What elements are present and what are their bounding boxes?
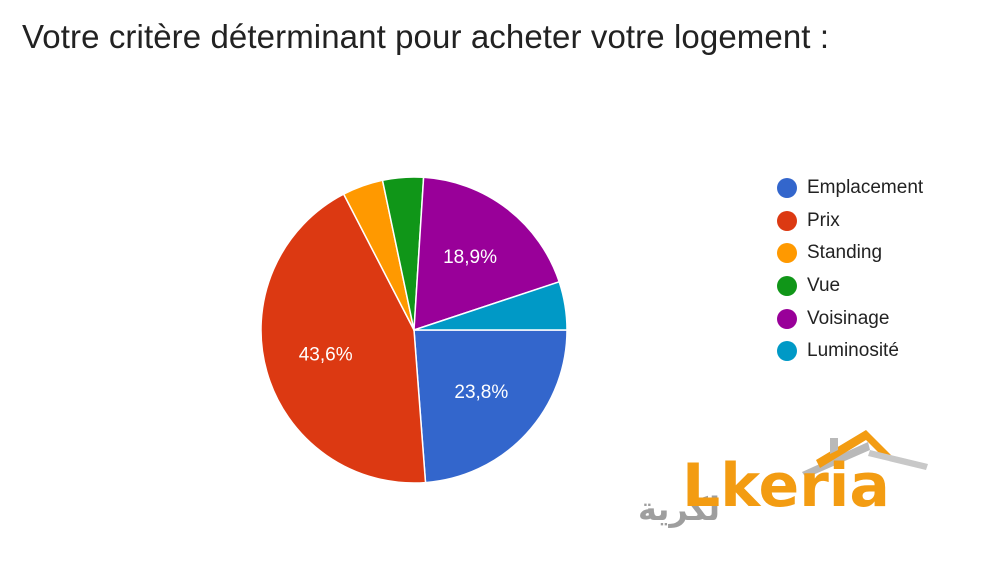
- legend-label: Prix: [807, 209, 840, 231]
- pie-slice-label: 23,8%: [454, 382, 508, 403]
- pie-slice-prix[interactable]: [260, 193, 427, 484]
- pie-slice-label: 18,9%: [443, 247, 497, 268]
- logo-roof-orange: [816, 430, 892, 468]
- legend-swatch: [777, 243, 797, 264]
- legend-label: Emplacement: [807, 177, 924, 199]
- logo-wordmark: Lkeria: [682, 451, 890, 521]
- legend-label: Luminosité: [807, 340, 899, 362]
- legend-label: Voisinage: [807, 307, 890, 329]
- legend-label: Vue: [807, 275, 841, 297]
- logo-chimney: [830, 438, 838, 454]
- legend-swatch: [777, 341, 797, 362]
- chart-title: Votre critère déterminant pour acheter v…: [22, 18, 830, 55]
- legend-item[interactable]: Vue: [777, 270, 923, 303]
- lkeria-logo: لكرية Lkeria: [638, 430, 928, 528]
- logo-roof-extension: [868, 450, 928, 470]
- legend-swatch: [777, 308, 797, 329]
- pie-slice-label: 43,6%: [299, 345, 353, 366]
- legend-label: Standing: [807, 242, 883, 264]
- legend-swatch: [777, 210, 797, 231]
- logo-arabic-text: لكرية: [638, 490, 720, 528]
- legend-swatch: [777, 276, 797, 297]
- legend-item[interactable]: Prix: [777, 205, 923, 238]
- legend-item[interactable]: Voisinage: [777, 302, 923, 335]
- pie-slice-emplacement[interactable]: [413, 329, 568, 484]
- chart-legend: Emplacement Prix Standing Vue Voisinage Lumin…: [777, 172, 923, 368]
- logo-roof-gray: [802, 442, 870, 478]
- legend-item[interactable]: Standing: [777, 237, 923, 270]
- legend-swatch: [777, 178, 797, 199]
- legend-item[interactable]: Luminosité: [777, 335, 923, 368]
- pie-slice-voisinage[interactable]: [413, 176, 561, 332]
- pie-slice-luminosité[interactable]: [413, 280, 568, 331]
- legend-item[interactable]: Emplacement: [777, 172, 923, 205]
